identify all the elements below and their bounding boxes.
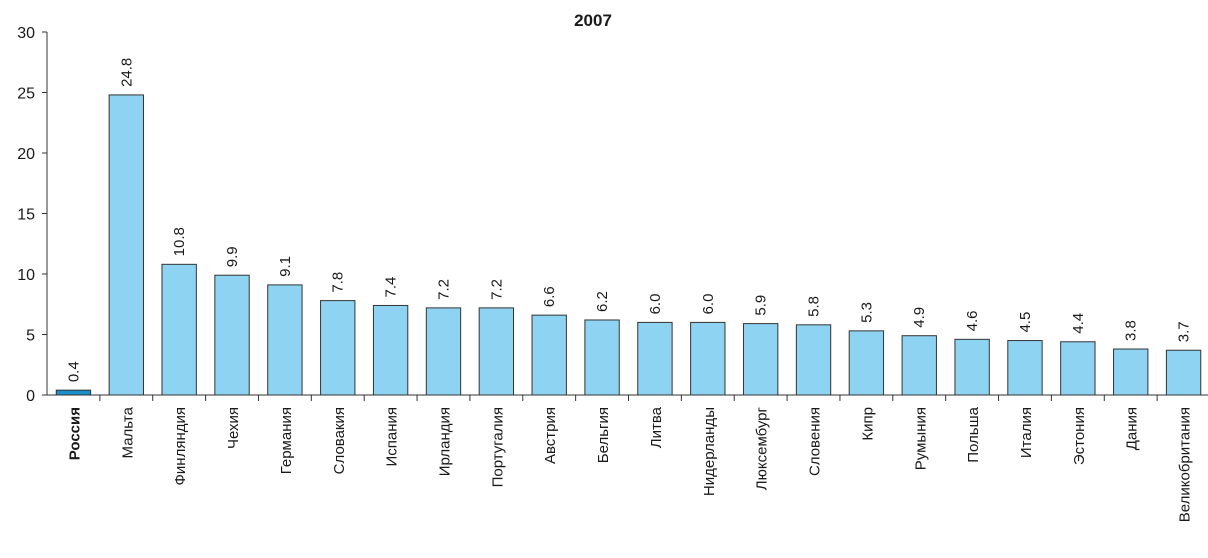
x-tick-label-19: Италия (1018, 407, 1035, 458)
x-axis: Россия Мальта Финляндия Чехия Германия Словак… (47, 394, 1208, 522)
data-label-21: 3.8 (1123, 320, 1140, 341)
data-label-20: 4.4 (1070, 313, 1087, 334)
data-labels: 0.4 24.8 10.8 9.9 9.1 7.8 7.4 7.2 7.2 6.6 6.2 6.0 6.… (65, 58, 1192, 382)
data-label-1: 0.4 (65, 361, 82, 382)
y-tick-label: 5 (26, 328, 35, 345)
x-tick-label-5: Германия (278, 407, 295, 474)
x-tick-label-18: Польша (965, 406, 982, 462)
bar-12 (637, 321, 673, 396)
data-label-11: 6.2 (594, 291, 611, 312)
bar-10 (531, 314, 567, 396)
y-tick-label: 0 (26, 388, 35, 405)
bar-7 (372, 304, 409, 396)
data-label-9: 7.2 (488, 279, 505, 300)
bar-20 (1060, 341, 1096, 396)
data-label-22: 3.7 (1176, 321, 1193, 342)
data-label-16: 5.3 (858, 302, 875, 323)
y-tick-label: 25 (17, 86, 35, 103)
data-label-17: 4.9 (911, 307, 928, 328)
chart-title: 2007 (574, 11, 612, 30)
x-tick-label-11: Бельгия (595, 407, 612, 463)
data-label-12: 6.0 (647, 294, 664, 315)
x-tick-label-17: Румыния (912, 407, 929, 470)
data-label-18: 4.6 (964, 310, 981, 331)
y-axis: 0 5 10 15 20 25 30 (17, 25, 48, 405)
bar-3 (161, 263, 197, 396)
bars (55, 94, 1202, 396)
bar-13 (690, 321, 726, 396)
bar-11 (584, 319, 620, 396)
x-tick-label-22: Великобритания (1177, 407, 1194, 522)
x-tick-label-2: Мальта (119, 406, 136, 458)
bar-17 (901, 335, 937, 396)
bar-16 (848, 330, 885, 396)
data-label-8: 7.2 (435, 279, 452, 300)
x-tick-label-21: Дания (1124, 407, 1141, 450)
x-tick-label-15: Словения (807, 407, 824, 476)
y-tick-label: 30 (17, 25, 35, 42)
data-label-3: 10.8 (171, 227, 188, 256)
data-label-14: 5.9 (753, 295, 770, 316)
bar-6 (320, 300, 356, 396)
bar-22 (1165, 349, 1202, 396)
x-tick-label-9: Португалия (489, 407, 506, 487)
x-tick-label-3: Финляндия (172, 407, 189, 485)
y-tick-label: 15 (17, 207, 35, 224)
x-tick-label-1: Россия (66, 407, 83, 460)
bar-14 (742, 323, 779, 396)
bar-9 (478, 307, 515, 396)
data-label-6: 7.8 (330, 272, 347, 293)
x-tick-label-10: Австрия (542, 407, 559, 464)
x-tick-label-4: Чехия (225, 407, 242, 449)
data-label-5: 9.1 (277, 256, 294, 277)
x-tick-label-6: Словакия (331, 407, 348, 474)
data-label-2: 24.8 (118, 58, 135, 87)
data-label-15: 5.8 (806, 296, 823, 317)
bar-1 (55, 389, 92, 396)
bar-21 (1113, 348, 1149, 396)
x-tick-label-12: Литва (648, 406, 665, 448)
x-tick-label-8: Ирландия (436, 407, 453, 476)
data-label-13: 6.0 (700, 294, 717, 315)
data-label-19: 4.5 (1017, 312, 1034, 333)
bar-5 (267, 284, 303, 396)
bar-19 (1007, 340, 1043, 396)
x-tick-label-16: Кипр (859, 407, 876, 441)
x-tick-label-13: Нидерланды (701, 407, 718, 496)
x-tick-label-7: Испания (384, 407, 401, 467)
bar-4 (214, 274, 250, 396)
x-tick-label-14: Люксембург (754, 406, 771, 490)
bar-2 (108, 94, 144, 396)
bar-15 (795, 324, 832, 396)
data-label-10: 6.6 (541, 286, 558, 307)
data-label-4: 9.9 (224, 246, 241, 267)
data-label-7: 7.4 (383, 277, 400, 298)
y-tick-label: 20 (17, 146, 35, 163)
x-tick-label-20: Эстония (1071, 407, 1088, 465)
y-tick-label: 10 (17, 267, 35, 284)
bar-8 (425, 307, 462, 396)
bar-18 (954, 338, 990, 396)
